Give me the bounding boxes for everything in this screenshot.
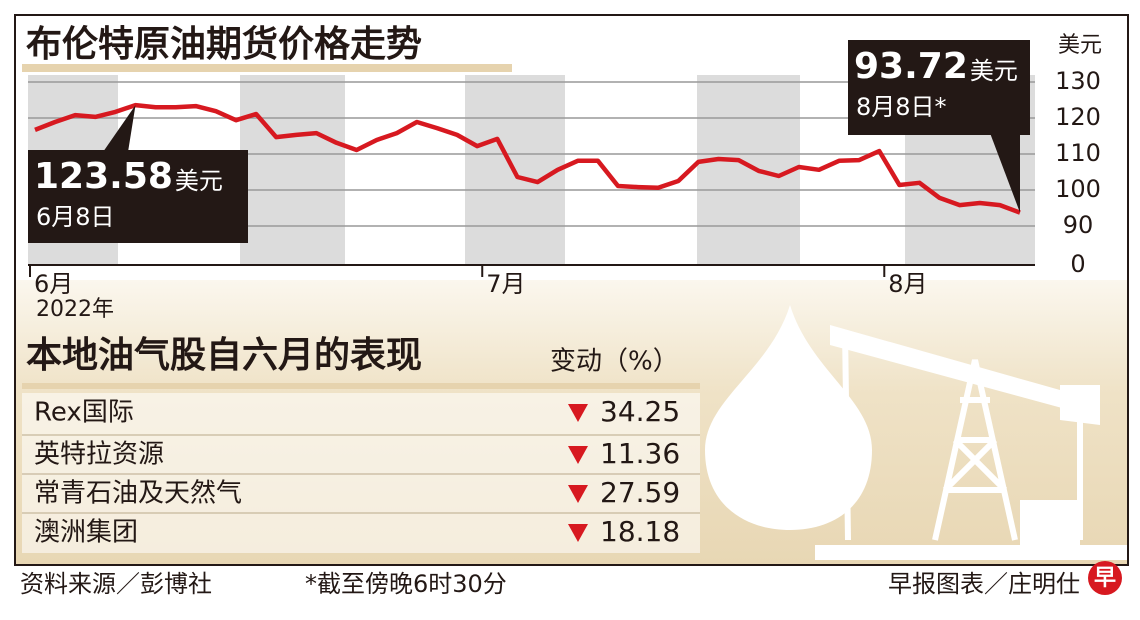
- row-value: 11.36: [600, 437, 680, 470]
- logo: [1088, 561, 1122, 595]
- oil-drop-and-pump: [705, 305, 1128, 560]
- credit: 早报图表／庄明仕: [888, 570, 1080, 598]
- y-tick-label: 130: [1055, 67, 1101, 95]
- x-tick-label: 8月: [888, 270, 927, 298]
- callout-box: [28, 150, 248, 243]
- callout-value: 123.58: [34, 156, 173, 197]
- down-triangle: [568, 446, 588, 464]
- callout-box: [848, 40, 1030, 135]
- callout-date: 8月8日*: [856, 93, 947, 121]
- row-value: 34.25: [600, 395, 680, 428]
- row-value: 18.18: [600, 515, 680, 548]
- down-triangle: [568, 485, 588, 503]
- row-name: Rex国际: [34, 398, 134, 428]
- y-tick-label: 0: [1070, 250, 1085, 278]
- down-triangle: [568, 404, 588, 422]
- frame: [14, 14, 1129, 566]
- table: Rex国际 34.25 英特拉资源 11.36 常青石油及天然气 27.59 澳洲集团 18.…: [22, 393, 700, 553]
- callout-date: 6月8日: [36, 203, 115, 231]
- title-bg: [22, 24, 512, 70]
- table-underline: [22, 383, 700, 389]
- logo-text: 早: [1094, 566, 1116, 591]
- y-tick-label: 120: [1055, 103, 1101, 131]
- x-sublabel: 2022年: [36, 297, 114, 322]
- callout-pointer: [103, 105, 136, 152]
- y-tick-label: 100: [1055, 175, 1101, 203]
- table-title: 本地油气股自六月的表现: [26, 335, 422, 376]
- table-body: [22, 393, 700, 553]
- y-axis-label: 美元: [1058, 33, 1102, 58]
- row-value: 27.59: [600, 476, 680, 509]
- y-tick-label: 90: [1063, 211, 1094, 239]
- chart-title: 布伦特原油期货价格走势: [26, 24, 422, 65]
- row-name: 英特拉资源: [34, 440, 164, 470]
- callout-unit: 美元: [970, 57, 1018, 85]
- down-triangle: [568, 524, 588, 542]
- source: 资料来源／彭博社: [20, 570, 212, 598]
- price-line: [34, 102, 1021, 215]
- x-tick-label: 6月: [34, 270, 73, 298]
- callout-value: 93.72: [854, 46, 968, 87]
- y-tick-label: 110: [1055, 139, 1101, 167]
- table-header: 变动（%）: [550, 347, 679, 377]
- title-underline: [22, 64, 512, 72]
- row-name: 常青石油及天然气: [34, 479, 242, 509]
- row-name: 澳洲集团: [34, 518, 138, 548]
- callout-pointer: [990, 133, 1020, 213]
- x-tick-label: 7月: [486, 270, 525, 298]
- note: *截至傍晚6时30分: [305, 570, 507, 598]
- callout-unit: 美元: [175, 167, 223, 195]
